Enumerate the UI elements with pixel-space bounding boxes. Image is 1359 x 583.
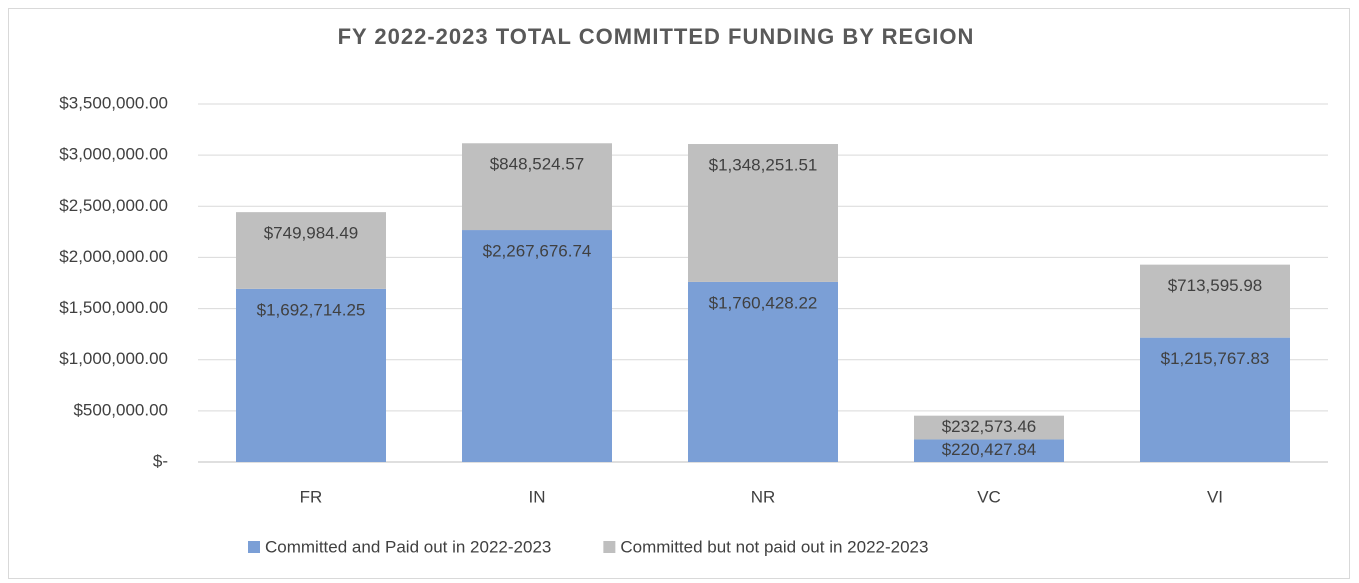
bar-segment — [1140, 264, 1290, 338]
data-label: $1,760,428.22 — [709, 293, 818, 312]
bar-segment — [688, 281, 838, 462]
legend-label: Committed and Paid out in 2022-2023 — [265, 537, 551, 556]
data-label: $1,692,714.25 — [257, 300, 366, 319]
y-tick-label: $500,000.00 — [73, 400, 168, 419]
data-label: $749,984.49 — [264, 224, 359, 243]
data-label: $232,573.46 — [942, 417, 1037, 436]
bar-segment — [914, 415, 1064, 440]
x-tick-label: IN — [529, 487, 546, 506]
y-tick-label: $2,500,000.00 — [59, 196, 168, 215]
y-tick-label: $3,500,000.00 — [59, 93, 168, 112]
y-tick-label: $1,500,000.00 — [59, 298, 168, 317]
data-label: $2,267,676.74 — [483, 242, 592, 261]
x-tick-label: VI — [1207, 487, 1223, 506]
chart-title: FY 2022-2023 TOTAL COMMITTED FUNDING BY … — [338, 24, 975, 49]
x-tick-label: FR — [300, 487, 323, 506]
bar-segment — [236, 212, 386, 289]
bar-segment — [1140, 337, 1290, 462]
data-label: $713,595.98 — [1168, 276, 1263, 295]
legend-swatch — [603, 541, 616, 553]
y-tick-label: $3,000,000.00 — [59, 145, 168, 164]
data-label: $848,524.57 — [490, 155, 585, 174]
bar-segment — [688, 144, 838, 282]
bar-segment — [462, 143, 612, 231]
data-label: $1,215,767.83 — [1161, 349, 1270, 368]
data-label: $220,427.84 — [942, 440, 1037, 459]
y-tick-label: $- — [153, 451, 168, 470]
data-label: $1,348,251.51 — [709, 156, 818, 175]
bar-segment — [236, 288, 386, 462]
legend-swatch — [248, 541, 260, 553]
y-tick-label: $1,000,000.00 — [59, 349, 168, 368]
legend-label: Committed but not paid out in 2022-2023 — [620, 537, 928, 556]
x-tick-label: NR — [751, 487, 776, 506]
y-tick-label: $2,000,000.00 — [59, 247, 168, 266]
x-tick-label: VC — [977, 487, 1001, 506]
bar-segment — [914, 439, 1064, 462]
bar-segment — [462, 230, 612, 462]
